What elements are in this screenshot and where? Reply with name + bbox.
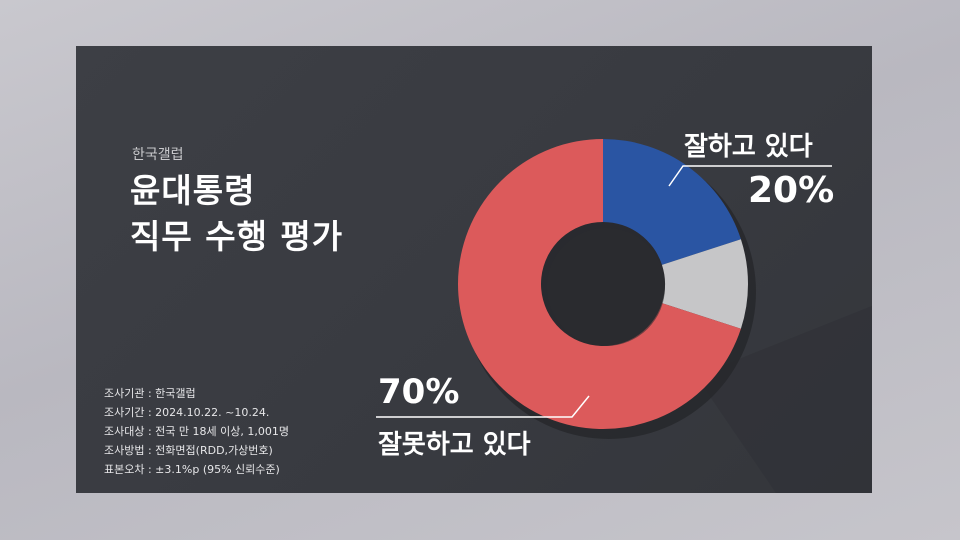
chart-card: 한국갤럽 윤대통령 직무 수행 평가 조사기관 : 한국갤럽 조사기간 : 20… [76,46,872,493]
source-label: 한국갤럽 [132,147,184,163]
page-title: 윤대통령 직무 수행 평가 [130,168,343,260]
title-line-2: 직무 수행 평가 [130,217,344,256]
slice-value-disapprove: 70% [378,372,460,412]
donut-slice [458,139,741,429]
survey-info: 조사기관 : 한국갤럽 조사기간 : 2024.10.22. ~10.24. 조… [104,384,289,479]
leader-line-approve [668,165,832,187]
background-shading [696,306,872,493]
survey-info-line: 조사방법 : 전화면접(RDD,가상번호) [104,444,273,457]
slice-label-approve: 잘하고 있다 [684,132,813,162]
slice-value-approve: 20% [748,170,835,211]
donut-hole-shadow [547,228,665,346]
survey-info-line: 조사기간 : 2024.10.22. ~10.24. [104,406,270,419]
leader-line-disapprove [376,395,590,418]
donut-slice [661,239,748,329]
donut-slice [603,139,741,265]
slice-label-disapprove: 잘못하고 있다 [378,430,531,460]
title-line-1: 윤대통령 [130,171,256,210]
survey-info-line: 표본오차 : ±3.1%p (95% 신뢰수준) [104,463,280,476]
survey-info-line: 조사대상 : 전국 만 18세 이상, 1,001명 [104,425,289,438]
donut-chart [376,139,832,439]
survey-info-line: 조사기관 : 한국갤럽 [104,387,196,400]
